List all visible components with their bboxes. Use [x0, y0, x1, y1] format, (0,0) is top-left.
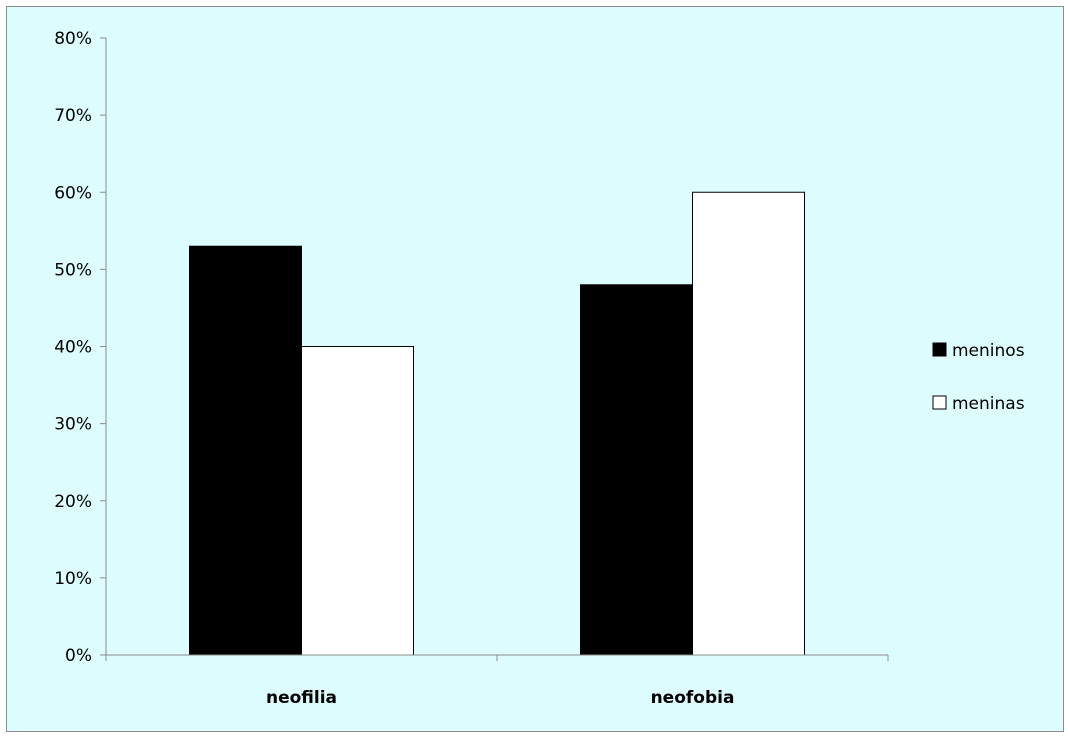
y-tick-label: 60%	[54, 183, 92, 203]
y-tick-label: 70%	[54, 106, 92, 126]
bar-meninos-neofilia	[189, 245, 302, 656]
x-tick-label: neofilia	[266, 688, 337, 708]
y-axis-ticks: 0% 10% 20% 30% 40% 50% 60% 70% 80%	[54, 29, 106, 666]
legend-label-meninos: meninos	[952, 341, 1025, 361]
y-tick-label: 10%	[54, 569, 92, 589]
y-tick-label: 30%	[54, 415, 92, 435]
legend-label-meninas: meninas	[952, 394, 1025, 414]
legend-swatch-meninas	[932, 395, 947, 410]
x-axis-ticks	[105, 655, 889, 661]
bar-meninas-neofilia	[301, 346, 414, 656]
y-tick-label: 40%	[54, 338, 92, 358]
y-tick-label: 50%	[54, 260, 92, 280]
chart-area	[6, 6, 1064, 732]
bar-meninas-neofobia	[692, 191, 805, 656]
x-tick-label: neofobia	[651, 688, 735, 708]
bars	[189, 191, 805, 656]
legend-swatch-meninos	[932, 342, 947, 357]
y-tick-label: 20%	[54, 492, 92, 512]
bar-meninos-neofobia	[580, 284, 693, 656]
legend: meninos meninas	[932, 341, 1025, 414]
y-tick-label: 80%	[54, 29, 92, 49]
x-axis-labels: neofilia neofobia	[266, 688, 734, 708]
y-tick-label: 0%	[65, 646, 92, 666]
